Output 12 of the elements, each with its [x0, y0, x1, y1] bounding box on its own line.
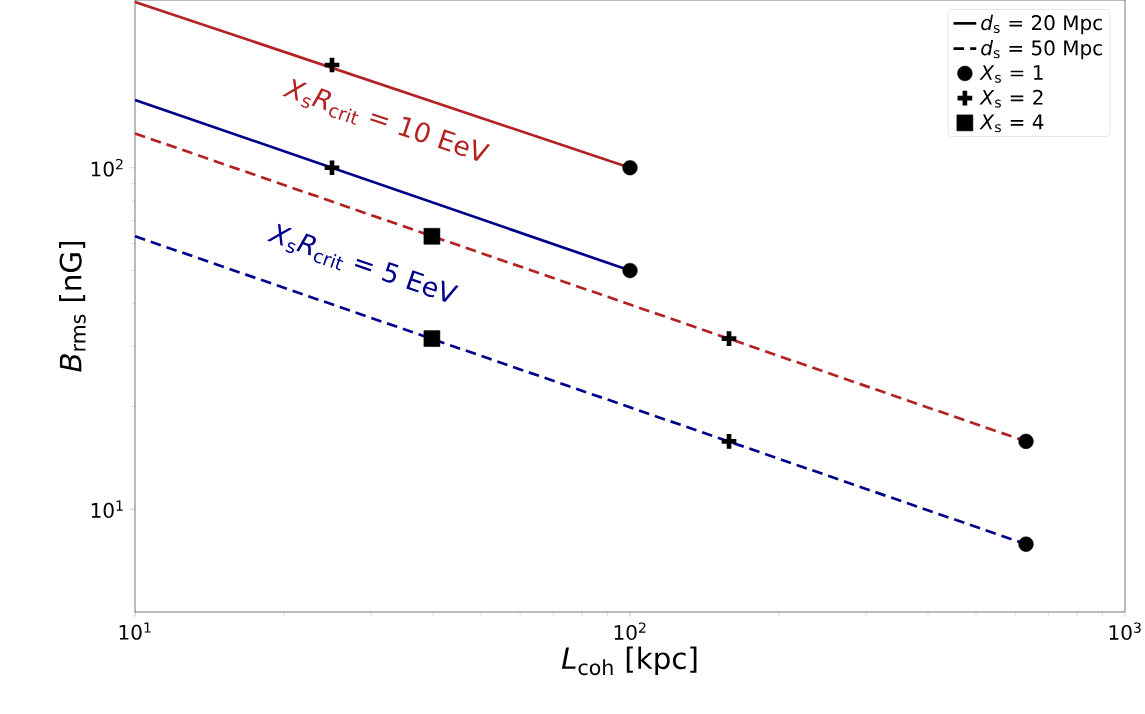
x-tick-label: 10$^{3}$	[1109, 622, 1141, 641]
x-axis-title: L$_{coh}$ [kpc]	[561, 646, 697, 676]
annotation: X$_{s}$R$_{crit}$ = 5 EeV	[267, 223, 459, 302]
x-tick-label: 10$^{2}$	[614, 622, 646, 641]
legend-label: d$_{s}$ = 20 Mpc	[981, 14, 1102, 35]
legend-label: d$_{s}$ = 50 Mpc	[981, 39, 1102, 60]
annotation: X$_{s}$R$_{crit}$ = 10 EeV	[282, 78, 491, 161]
legend-label: X$_{s}$ = 4	[979, 114, 1044, 133]
y-axis-title: B$_{rms}$ [nG]	[59, 241, 86, 372]
legend-label: X$_{s}$ = 1	[979, 65, 1043, 83]
x-tick-label: 10$^{1}$	[119, 622, 151, 640]
legend-label: X$_{s}$ = 2	[979, 89, 1043, 108]
